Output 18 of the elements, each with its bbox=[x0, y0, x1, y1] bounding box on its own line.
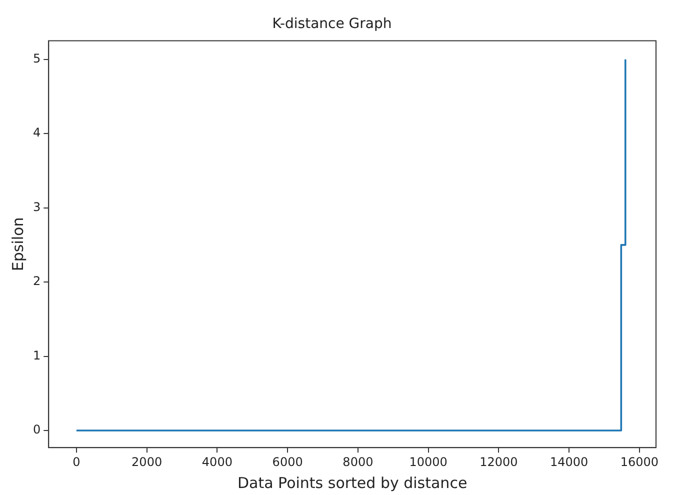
x-axis-title: Data Points sorted by distance bbox=[237, 474, 468, 492]
chart-title: K-distance Graph bbox=[272, 16, 392, 32]
y-tick-label: 2 bbox=[32, 274, 41, 288]
x-tick-label: 8000 bbox=[342, 454, 374, 469]
x-tick-label: 14000 bbox=[550, 454, 588, 469]
y-tick-label: 3 bbox=[32, 200, 41, 214]
y-tick-label: 0 bbox=[32, 422, 41, 437]
y-tick-label: 1 bbox=[32, 348, 41, 362]
x-tick-label: 6000 bbox=[272, 454, 303, 469]
x-tick-label: 4000 bbox=[202, 454, 232, 469]
y-axis-title: Epsilon bbox=[8, 217, 27, 272]
x-tick-label: 2000 bbox=[132, 454, 162, 469]
x-tick-label: 10000 bbox=[409, 454, 448, 469]
y-tick-label: 5 bbox=[32, 51, 41, 66]
x-tick-label: 12000 bbox=[480, 454, 518, 469]
x-tick-label: 16000 bbox=[620, 454, 659, 469]
x-tick-label: 0 bbox=[72, 454, 80, 469]
y-tick-label: 4 bbox=[32, 126, 41, 140]
